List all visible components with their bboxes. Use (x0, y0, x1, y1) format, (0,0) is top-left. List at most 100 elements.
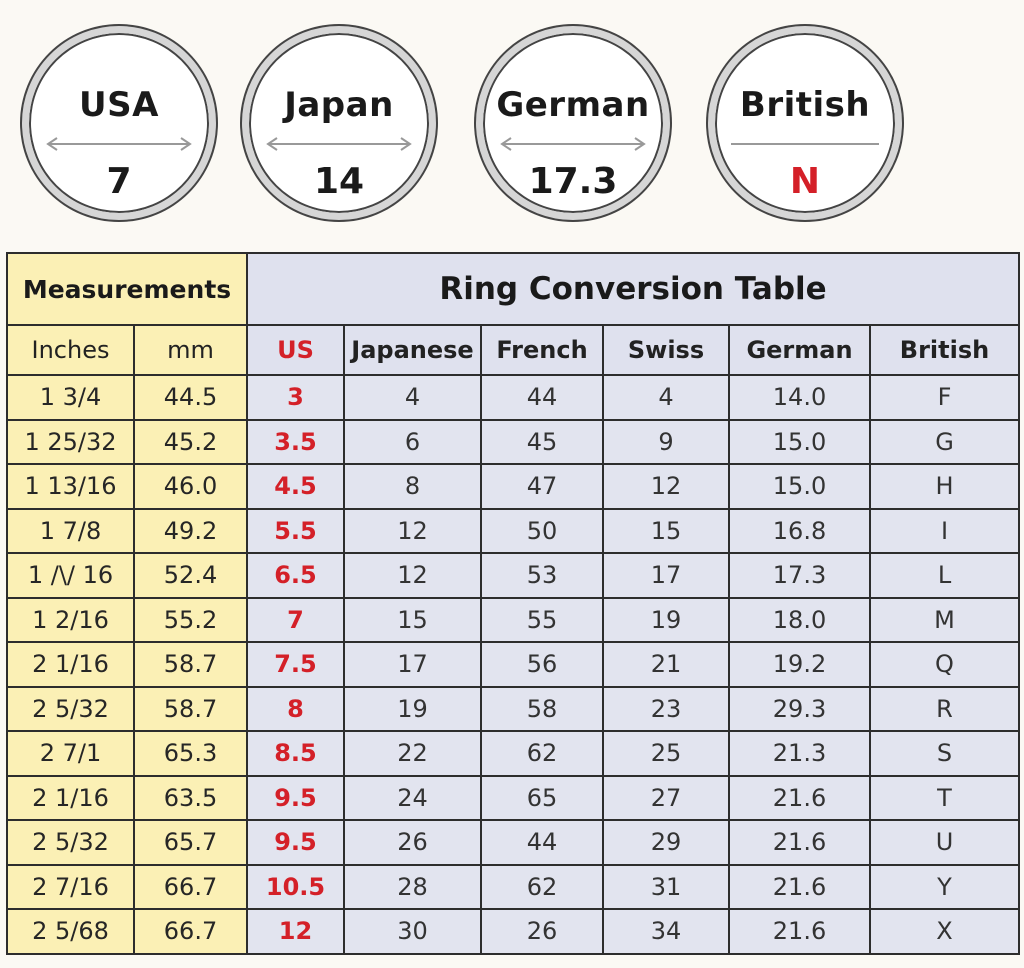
column-header-japanese: Japanese (343, 324, 482, 376)
cell-british: M (869, 596, 1020, 643)
column-header-french: French (480, 324, 604, 376)
cell-german: 29.3 (728, 685, 871, 732)
circle-label: Japan (284, 85, 394, 125)
cell-mm: 66.7 (133, 908, 248, 955)
table-row: 1 7/8 49.2 5.5 12 50 15 16.8 I (6, 507, 1020, 554)
table-row: 1 25/32 45.2 3.5 6 45 9 15.0 G (6, 418, 1020, 465)
cell-mm: 58.7 (133, 641, 248, 688)
table-row: 2 7/16 66.7 10.5 28 62 31 21.6 Y (6, 863, 1020, 910)
circle-british: British N (708, 26, 902, 220)
cell-us: 8.5 (246, 730, 345, 777)
cell-mm: 65.7 (133, 819, 248, 866)
cell-us: 6.5 (246, 552, 345, 599)
column-header-us: US (246, 324, 345, 376)
cell-inches: 2 5/68 (6, 908, 135, 955)
table-title: Ring Conversion Table (246, 252, 1020, 326)
cell-swiss: 34 (602, 908, 730, 955)
circle-value: 14 (313, 161, 365, 202)
cell-german: 15.0 (728, 463, 871, 510)
cell-inches: 1 25/32 (6, 418, 135, 465)
column-header-inches: Inches (6, 324, 135, 376)
circle-german: German 17.3 (476, 26, 670, 220)
cell-british: H (869, 463, 1020, 510)
cell-mm: 52.4 (133, 552, 248, 599)
cell-us: 10.5 (246, 863, 345, 910)
table-row: 1 3/4 44.5 3 4 44 4 14.0 F (6, 374, 1020, 421)
cell-british: U (869, 819, 1020, 866)
cell-british: T (869, 774, 1020, 821)
cell-german: 19.2 (728, 641, 871, 688)
circle-value: 17.3 (528, 161, 618, 202)
ring-conversion-table: Measurements Ring Conversion Table Inche… (6, 252, 1020, 955)
cell-swiss: 27 (602, 774, 730, 821)
cell-german: 15.0 (728, 418, 871, 465)
divider-line (731, 143, 879, 145)
cell-french: 50 (480, 507, 604, 554)
cell-swiss: 15 (602, 507, 730, 554)
cell-us: 9.5 (246, 774, 345, 821)
cell-inches: 2 7/16 (6, 863, 135, 910)
cell-inches: 1 2/16 (6, 596, 135, 643)
cell-swiss: 29 (602, 819, 730, 866)
cell-french: 26 (480, 908, 604, 955)
double-arrow-icon (46, 137, 192, 151)
cell-japanese: 28 (343, 863, 482, 910)
cell-japanese: 19 (343, 685, 482, 732)
cell-us: 3 (246, 374, 345, 421)
cell-german: 21.6 (728, 863, 871, 910)
circle-label: German (496, 85, 650, 125)
cell-japanese: 6 (343, 418, 482, 465)
cell-japanese: 15 (343, 596, 482, 643)
cell-inches: 2 1/16 (6, 641, 135, 688)
cell-british: S (869, 730, 1020, 777)
cell-japanese: 22 (343, 730, 482, 777)
cell-french: 62 (480, 730, 604, 777)
column-header-mm: mm (133, 324, 248, 376)
table-row: 2 1/16 63.5 9.5 24 65 27 21.6 T (6, 774, 1020, 821)
cell-inches: 1 7/8 (6, 507, 135, 554)
cell-mm: 63.5 (133, 774, 248, 821)
cell-german: 21.6 (728, 774, 871, 821)
cell-british: X (869, 908, 1020, 955)
cell-british: L (869, 552, 1020, 599)
cell-mm: 44.5 (133, 374, 248, 421)
cell-japanese: 26 (343, 819, 482, 866)
cell-inches: 2 5/32 (6, 819, 135, 866)
table-row: 2 5/32 65.7 9.5 26 44 29 21.6 U (6, 819, 1020, 866)
cell-us: 7.5 (246, 641, 345, 688)
circle-japan: Japan 14 (242, 26, 436, 220)
cell-german: 21.6 (728, 819, 871, 866)
table-row: 1 13/16 46.0 4.5 8 47 12 15.0 H (6, 463, 1020, 510)
cell-german: 18.0 (728, 596, 871, 643)
cell-japanese: 4 (343, 374, 482, 421)
cell-japanese: 30 (343, 908, 482, 955)
cell-inches: 2 5/32 (6, 685, 135, 732)
cell-swiss: 19 (602, 596, 730, 643)
cell-mm: 55.2 (133, 596, 248, 643)
cell-japanese: 12 (343, 552, 482, 599)
cell-mm: 65.3 (133, 730, 248, 777)
cell-us: 4.5 (246, 463, 345, 510)
double-arrow-icon (500, 137, 646, 151)
cell-french: 45 (480, 418, 604, 465)
measurements-header: Measurements (6, 252, 248, 326)
table-body: 1 3/4 44.5 3 4 44 4 14.0 F 1 25/32 45.2 3.5 6 45 9 15.… (6, 374, 1020, 955)
column-header-german: German (728, 324, 871, 376)
cell-inches: 2 1/16 (6, 774, 135, 821)
cell-swiss: 17 (602, 552, 730, 599)
table-row: 2 7/1 65.3 8.5 22 62 25 21.3 S (6, 730, 1020, 777)
cell-french: 56 (480, 641, 604, 688)
cell-japanese: 12 (343, 507, 482, 554)
cell-swiss: 23 (602, 685, 730, 732)
cell-german: 16.8 (728, 507, 871, 554)
table-row: 2 5/68 66.7 12 30 26 34 21.6 X (6, 908, 1020, 955)
column-header-swiss: Swiss (602, 324, 730, 376)
double-arrow-icon (266, 137, 412, 151)
cell-japanese: 24 (343, 774, 482, 821)
cell-us: 3.5 (246, 418, 345, 465)
cell-french: 53 (480, 552, 604, 599)
table-row: 1 /\/ 16 52.4 6.5 12 53 17 17.3 L (6, 552, 1020, 599)
cell-inches: 1 3/4 (6, 374, 135, 421)
circle-label: USA (79, 85, 159, 125)
